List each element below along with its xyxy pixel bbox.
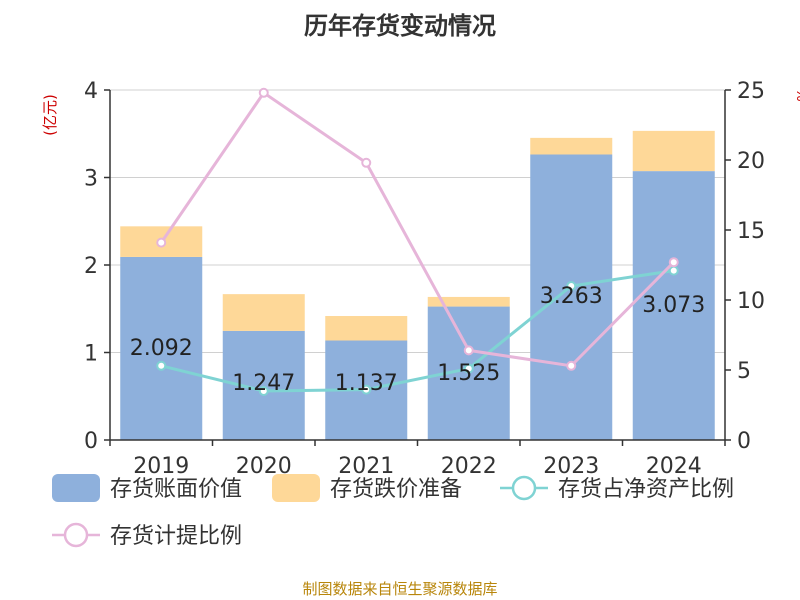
legend-swatch-marker [63, 522, 89, 548]
right-tick-label: 5 [737, 359, 751, 384]
right-axis-unit: % [793, 88, 800, 101]
bar-impairment-reserve [632, 130, 715, 172]
bar-impairment-reserve [530, 137, 613, 155]
legend-label: 存货账面价值 [110, 477, 242, 502]
bar-value-label: 1.247 [232, 371, 295, 396]
legend-swatch-marker [511, 475, 537, 501]
right-tick-label: 20 [737, 149, 765, 174]
line-provision-ratio [160, 90, 675, 368]
point-provision-ratio [361, 157, 372, 168]
left-tick-label: 4 [84, 79, 98, 104]
point-net-asset-ratio [668, 265, 679, 276]
left-tick-label: 0 [84, 429, 98, 454]
legend-label: 存货跌价准备 [330, 477, 462, 502]
legend-label: 存货计提比例 [110, 524, 242, 549]
point-provision-ratio [463, 345, 474, 356]
right-tick-label: 10 [737, 289, 765, 314]
bar-impairment-reserve [325, 316, 408, 341]
point-net-asset-ratio [463, 363, 474, 374]
right-tick-label: 0 [737, 429, 751, 454]
bar-book-value [530, 154, 613, 441]
point-provision-ratio [156, 237, 167, 248]
right-tick-label: 15 [737, 219, 765, 244]
x-tick-label: 2019 [133, 454, 189, 479]
bar-value-labels: 2.092 1.247 1.137 1.525 3.263 3.073 [130, 284, 705, 396]
source-footer: 制图数据来自恒生聚源数据库 [302, 580, 498, 598]
bar-book-value [120, 256, 203, 440]
bar-book-value [632, 171, 715, 441]
line-net-asset-ratio [160, 269, 674, 393]
point-net-asset-ratio [566, 281, 577, 291]
chart-title: 历年存货变动情况 [304, 12, 496, 40]
x-tick-label: 2023 [543, 454, 599, 479]
point-net-asset-ratio [361, 384, 372, 395]
legend-label: 存货占净资产比例 [558, 477, 734, 502]
legend-swatch [272, 474, 320, 502]
point-net-asset-ratio [156, 360, 167, 371]
left-tick-label: 1 [84, 342, 98, 367]
bar-value-label: 1.525 [437, 361, 500, 386]
left-axis-unit: (亿元) [41, 94, 59, 136]
right-tick-label: 25 [737, 79, 765, 104]
x-tick-label: 2024 [646, 454, 702, 479]
point-provision-ratio [566, 360, 577, 371]
x-tick-label: 2022 [441, 454, 497, 479]
bar-value-label: 3.073 [642, 293, 705, 318]
x-tick-label: 2021 [338, 454, 394, 479]
point-provision-ratio [258, 87, 269, 98]
left-tick-label: 3 [84, 167, 98, 192]
line-series [156, 87, 679, 396]
point-net-asset-ratio [258, 386, 269, 396]
bar-impairment-reserve [427, 296, 510, 307]
legend-swatch [52, 474, 100, 502]
point-provision-ratio [668, 257, 679, 268]
bar-value-label: 3.263 [540, 284, 603, 309]
bar-value-label: 1.137 [335, 371, 398, 396]
left-tick-label: 2 [84, 254, 98, 279]
bar-impairment-reserve [222, 294, 305, 331]
bar-value-label: 2.092 [130, 336, 193, 361]
